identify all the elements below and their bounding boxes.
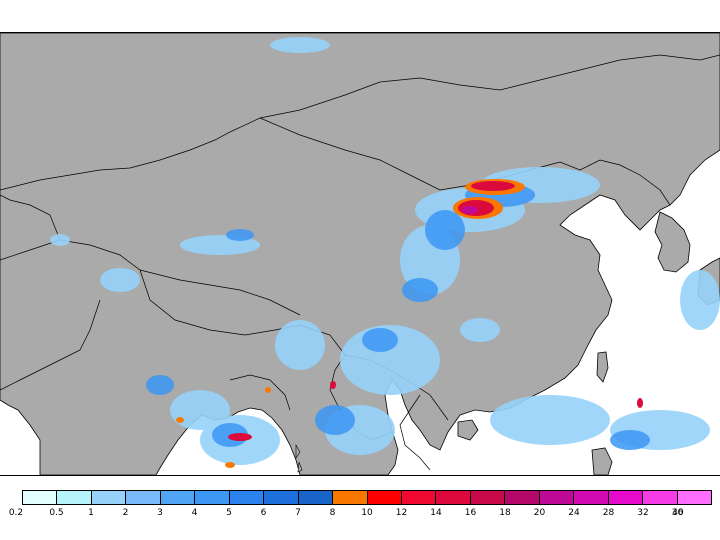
- philippines: [591, 447, 613, 475]
- legend-tick-label: 5: [226, 508, 232, 518]
- islands: [295, 443, 303, 473]
- legend-tick-label: 40: [672, 508, 684, 518]
- legend-swatch: [91, 491, 127, 504]
- legend-tick-label: 36: [671, 508, 684, 518]
- legend-swatch: [160, 491, 196, 504]
- legend-swatch: [298, 491, 334, 504]
- legend-tick-label: 3: [157, 508, 163, 518]
- legend-swatch: [505, 491, 540, 504]
- legend-swatch: [264, 491, 299, 504]
- legend-swatch: [229, 491, 265, 504]
- legend-swatch: [57, 491, 92, 504]
- legend-swatch: [367, 491, 402, 504]
- legend-swatch: [643, 491, 678, 504]
- legend-swatch: [608, 491, 644, 504]
- legend-swatch: [539, 491, 575, 504]
- color-scale-bar: [22, 490, 712, 505]
- legend-swatch: [677, 491, 712, 504]
- precip-heavy: [176, 179, 643, 468]
- legend-tick-label: 32: [637, 508, 649, 518]
- legend-tick-label: 2: [122, 508, 129, 518]
- legend-tick-label: 14: [430, 508, 442, 518]
- precipitation-map: [0, 32, 720, 476]
- legend-tick-label: 1: [88, 508, 94, 518]
- legend-tick-label: 6: [260, 508, 267, 518]
- precip-moderate: [146, 183, 650, 450]
- legend-tick-label: 18: [499, 508, 511, 518]
- legend-swatch: [574, 491, 609, 504]
- legend-swatch: [333, 491, 368, 504]
- legend-tick-label: 8: [329, 508, 336, 518]
- legend-tick-label: 24: [568, 508, 580, 518]
- legend-tick-label: 12: [395, 508, 408, 518]
- legend-tick-label: 10: [361, 508, 373, 518]
- hainan: [457, 419, 479, 441]
- korea: [654, 211, 691, 273]
- color-scale-labels: 0.2 0.5 1 2 3 4 5 6 7 8 10 12 14 16 18 20 24 28 32 36 40: [0, 508, 720, 522]
- taiwan: [596, 351, 609, 383]
- legend-swatch: [126, 491, 161, 504]
- legend-swatch: [436, 491, 471, 504]
- legend-tick-label: 0.5: [49, 508, 64, 518]
- legend-tick-label: 4: [191, 508, 198, 518]
- legend-swatch: [470, 491, 506, 504]
- legend-tick-label: 28: [602, 508, 615, 518]
- legend-tick-label: 7: [295, 508, 301, 518]
- legend-tick-label: 0.2: [8, 508, 24, 518]
- legend-swatch: [23, 491, 58, 504]
- legend-tick-label: 20: [533, 508, 546, 518]
- legend-swatch: [401, 491, 437, 504]
- legend-swatch: [195, 491, 230, 504]
- legend-tick-label: 16: [464, 508, 477, 518]
